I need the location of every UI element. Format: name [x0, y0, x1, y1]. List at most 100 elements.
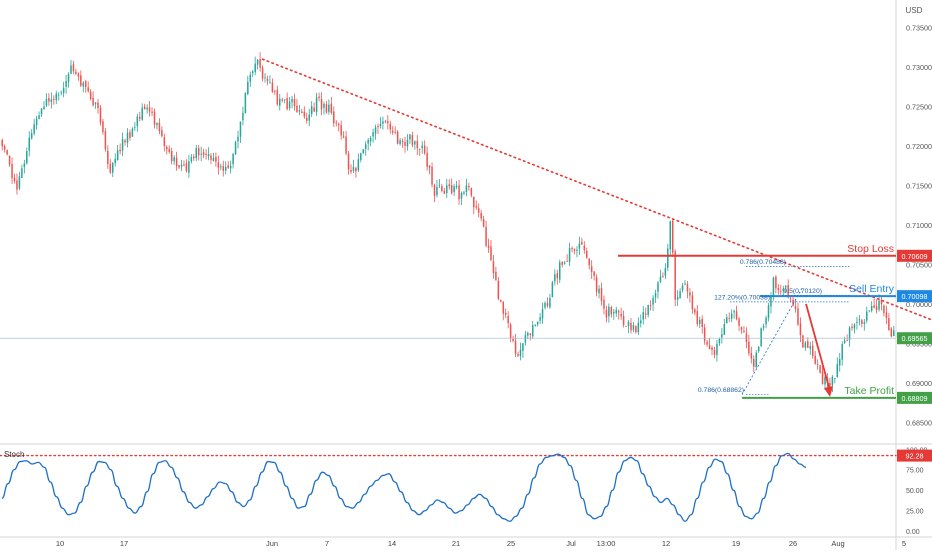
candle-body — [107, 150, 109, 164]
candle-body — [185, 163, 188, 172]
candle-body — [617, 310, 620, 313]
candle-body — [269, 81, 271, 83]
candle-body — [463, 192, 465, 194]
candle-body — [220, 166, 222, 168]
candle-body — [126, 132, 129, 143]
candle-body — [622, 316, 625, 325]
candle-body — [387, 121, 389, 124]
candle-body — [318, 96, 320, 99]
candle-body — [490, 246, 492, 261]
candle-body — [787, 285, 789, 298]
candle-body — [134, 126, 136, 128]
candle-body — [234, 142, 237, 155]
fib-level-label: 127.20%(0.70038) — [714, 294, 770, 301]
candle-body — [595, 277, 598, 292]
candle-body — [345, 136, 347, 154]
candle-body — [885, 312, 888, 319]
candle-body — [60, 92, 62, 94]
candle-body — [482, 219, 485, 227]
take-profit-price-text: 0.68809 — [902, 394, 928, 403]
sell-entry-price-tag — [897, 290, 932, 303]
time-tick-label: 7 — [325, 539, 329, 548]
candle-body — [116, 150, 119, 161]
candle-body — [303, 111, 306, 117]
candle-body — [38, 115, 40, 119]
candle-body — [593, 271, 595, 276]
candle-body — [121, 139, 124, 151]
candle-body — [337, 124, 340, 126]
candle-body — [77, 73, 80, 77]
candle-body — [733, 311, 735, 313]
candle-body — [158, 122, 161, 132]
stoch-title: Stoch — [4, 450, 24, 459]
candle-body — [475, 206, 478, 208]
sell-entry-label: Sell Entry — [849, 283, 895, 295]
candle-body — [48, 98, 50, 102]
fib-level-label: 0.786(0.70488) — [740, 259, 786, 266]
candle-body — [111, 162, 114, 173]
candle-body — [600, 287, 603, 302]
candle-body — [807, 341, 809, 348]
candle-body — [723, 324, 726, 335]
candle-body — [23, 163, 26, 168]
candle-body — [644, 313, 647, 315]
candle-body — [391, 130, 394, 133]
candle-body — [836, 363, 839, 377]
candle-body — [8, 155, 11, 165]
candle-body — [485, 226, 487, 246]
candle-body — [50, 99, 53, 103]
candle-body — [283, 99, 286, 101]
candle-body — [453, 186, 455, 192]
candle-body — [851, 326, 853, 329]
candle-body — [730, 313, 733, 319]
candle-body — [153, 111, 156, 125]
candle-body — [735, 311, 738, 319]
candle-body — [517, 353, 519, 356]
candle-body — [883, 305, 885, 314]
candle-body — [175, 157, 178, 167]
candle-body — [841, 344, 843, 360]
candle-body — [620, 313, 622, 317]
candle-body — [45, 98, 48, 106]
candle-body — [728, 317, 730, 319]
candle-body — [131, 128, 134, 137]
candle-body — [288, 101, 291, 109]
candle-body — [716, 343, 718, 356]
candle-body — [404, 141, 406, 146]
candle-body — [888, 318, 890, 331]
candle-body — [210, 155, 212, 160]
candle-body — [706, 341, 708, 345]
time-tick-label: 5 — [902, 539, 906, 548]
candle-body — [396, 131, 399, 144]
candle-body — [753, 359, 755, 367]
candle-body — [500, 299, 502, 302]
candle-body — [436, 186, 438, 195]
candle-body — [97, 102, 99, 109]
candle-body — [512, 338, 514, 341]
candle-body — [6, 149, 8, 155]
candle-body — [875, 306, 878, 310]
candle-body — [119, 149, 121, 152]
candle-body — [129, 132, 131, 139]
candle-body — [546, 303, 549, 306]
candle-body — [315, 97, 318, 113]
candle-body — [421, 145, 423, 149]
stoch-tick-label: 0.00 — [906, 529, 920, 536]
candle-body — [848, 327, 851, 340]
candle-body — [568, 248, 571, 262]
candle-body — [684, 283, 686, 285]
candle-body — [740, 327, 743, 330]
candle-body — [873, 305, 875, 308]
candle-body — [416, 140, 419, 149]
candle-body — [431, 166, 433, 185]
candle-body — [323, 104, 325, 108]
candle-body — [239, 121, 242, 137]
candle-body — [711, 347, 713, 350]
price-tick-label: 0.70000 — [906, 300, 932, 309]
candle-body — [355, 167, 357, 172]
stoch-tick-label: 75.00 — [906, 468, 924, 475]
candle-body — [782, 288, 785, 291]
candle-body — [296, 105, 298, 113]
price-tick-label: 0.71500 — [906, 181, 932, 190]
candle-body — [291, 98, 293, 103]
